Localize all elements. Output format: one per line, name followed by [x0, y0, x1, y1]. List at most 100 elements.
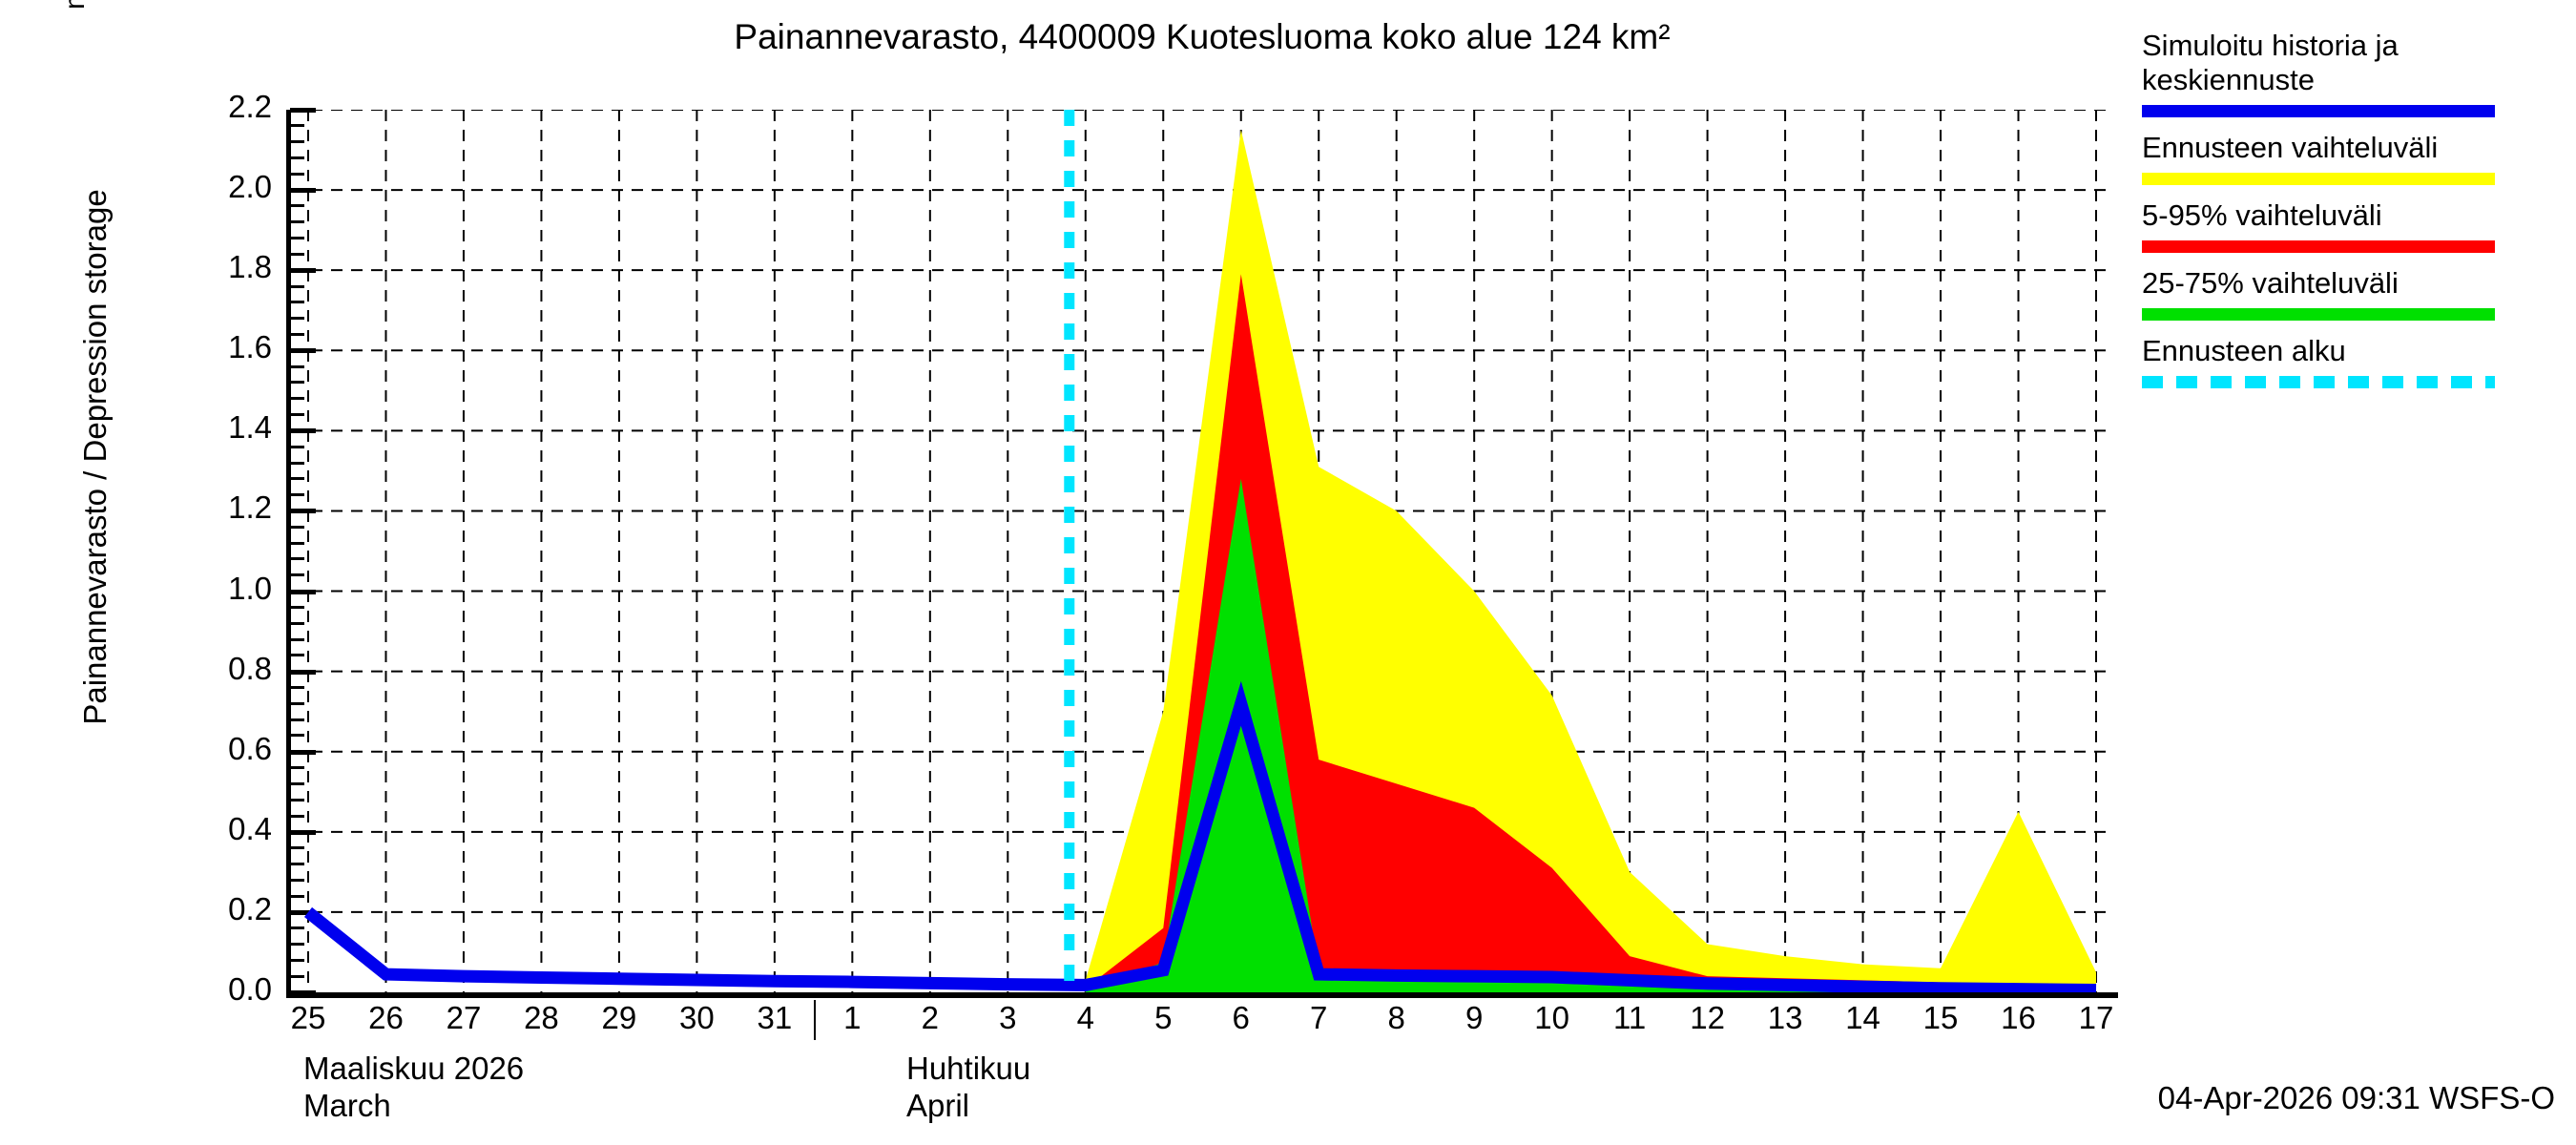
y-tick-mark-major	[290, 589, 316, 594]
y-tick-label: 1.8	[228, 249, 272, 285]
legend-item[interactable]: 25-75% vaihteluväli	[2142, 266, 2562, 321]
y-tick-mark-minor	[290, 156, 304, 159]
y-tick-mark-minor	[290, 974, 304, 978]
x-tick-label: 15	[1922, 1000, 1959, 1035]
y-tick-mark-minor	[290, 477, 304, 481]
x-tick-label: 4	[1076, 1000, 1094, 1035]
month-divider	[813, 1000, 816, 1040]
y-tick-mark-major	[290, 749, 316, 755]
month-label-en: April	[906, 1088, 970, 1123]
y-tick-mark-minor	[290, 958, 304, 962]
y-tick-label: 1.0	[228, 570, 272, 606]
y-tick-mark-minor	[290, 878, 304, 882]
y-tick-mark-minor	[290, 943, 304, 947]
y-tick-mark-minor	[290, 301, 304, 304]
legend-label: Simuloitu historia ja keskiennuste	[2142, 29, 2399, 96]
y-tick-mark-minor	[290, 637, 304, 641]
y-tick-mark-minor	[290, 621, 304, 625]
y-tick-mark-minor	[290, 541, 304, 545]
plot-area	[286, 110, 2118, 998]
x-tick-label: 3	[999, 1000, 1017, 1035]
legend-swatch-solid	[2142, 308, 2495, 321]
legend-item[interactable]: Simuloitu historia ja keskiennuste	[2142, 29, 2562, 117]
y-tick-mark-minor	[290, 364, 304, 368]
y-tick-mark-minor	[290, 381, 304, 385]
legend-label: Ennusteen vaihteluväli	[2142, 131, 2439, 164]
y-tick-mark-minor	[290, 140, 304, 144]
y-tick-label: 0.2	[228, 890, 272, 926]
legend-label: 25-75% vaihteluväli	[2142, 266, 2399, 300]
month-label-fi: Maaliskuu 2026	[303, 1051, 525, 1086]
y-tick-label: 0.8	[228, 650, 272, 686]
x-tick-label: 5	[1154, 1000, 1173, 1035]
x-tick-label: 29	[601, 1000, 637, 1035]
legend-item[interactable]: 5-95% vaihteluväli	[2142, 198, 2562, 253]
y-tick-label: 1.2	[228, 489, 272, 526]
y-tick-mark-minor	[290, 798, 304, 802]
x-tick-label: 14	[1845, 1000, 1880, 1035]
y-tick-mark-major	[290, 348, 316, 354]
y-tick-mark-major	[290, 509, 316, 514]
y-tick-mark-minor	[290, 654, 304, 657]
y-tick-mark-minor	[290, 766, 304, 770]
y-tick-label: 1.6	[228, 329, 272, 365]
y-tick-mark-minor	[290, 814, 304, 818]
y-tick-mark-minor	[290, 573, 304, 577]
y-tick-label: 0.4	[228, 810, 272, 846]
band-ff0000	[1085, 274, 2096, 992]
x-tick-label: 16	[2001, 1000, 2036, 1035]
y-axis-unit-label: mm	[59, 0, 92, 10]
x-tick-label: 27	[446, 1000, 482, 1035]
y-tick-mark-minor	[290, 237, 304, 240]
legend-item[interactable]: Ennusteen vaihteluväli	[2142, 131, 2562, 185]
y-tick-mark-minor	[290, 734, 304, 738]
y-tick-mark-major	[290, 909, 316, 915]
legend-item[interactable]: Ennusteen alku	[2142, 334, 2562, 388]
legend-swatch-solid	[2142, 105, 2495, 117]
y-tick-mark-minor	[290, 718, 304, 721]
y-tick-mark-major	[290, 669, 316, 675]
legend-label: Ennusteen alku	[2142, 334, 2346, 367]
legend-swatch-dashed	[2142, 376, 2495, 388]
chart-legend: Simuloitu historia ja keskiennuste Ennust…	[2142, 29, 2562, 402]
y-tick-mark-minor	[290, 413, 304, 417]
y-tick-label: 1.4	[228, 409, 272, 446]
y-tick-mark-minor	[290, 252, 304, 256]
x-tick-label: 8	[1387, 1000, 1405, 1035]
y-tick-mark-major	[290, 829, 316, 835]
y-tick-mark-major	[290, 268, 316, 274]
y-tick-mark-minor	[290, 605, 304, 609]
x-tick-label: 30	[679, 1000, 715, 1035]
band-00e000	[1085, 478, 2096, 992]
y-tick-mark-minor	[290, 781, 304, 785]
y-tick-mark-minor	[290, 124, 304, 128]
x-tick-label: 12	[1690, 1000, 1725, 1035]
x-tick-label: 1	[843, 1000, 862, 1035]
x-tick-label: 28	[524, 1000, 559, 1035]
x-tick-label: 13	[1767, 1000, 1803, 1035]
y-tick-mark-minor	[290, 557, 304, 561]
y-tick-mark-minor	[290, 397, 304, 401]
y-tick-mark-minor	[290, 926, 304, 930]
legend-swatch-solid	[2142, 173, 2495, 185]
x-tick-label: 11	[1612, 1000, 1647, 1035]
month-caption-april: Huhtikuu April	[906, 1050, 1030, 1124]
y-tick-mark-minor	[290, 701, 304, 705]
y-tick-label: 0.0	[228, 971, 272, 1007]
x-tick-label: 26	[368, 1000, 404, 1035]
x-tick-label: 2	[921, 1000, 939, 1035]
chart-canvas	[291, 110, 2113, 992]
y-tick-mark-minor	[290, 317, 304, 321]
y-tick-mark-minor	[290, 204, 304, 208]
legend-label: 5-95% vaihteluväli	[2142, 198, 2382, 232]
mean-forecast-line	[303, 680, 2097, 992]
y-tick-label: 0.6	[228, 730, 272, 766]
x-tick-label: 17	[2078, 1000, 2114, 1035]
y-tick-mark-major	[290, 428, 316, 434]
month-label-fi: Huhtikuu	[906, 1051, 1031, 1086]
y-tick-mark-minor	[290, 220, 304, 224]
y-tick-mark-minor	[290, 846, 304, 850]
x-tick-label: 31	[757, 1000, 793, 1035]
y-tick-mark-minor	[290, 685, 304, 689]
x-tick-label: 10	[1534, 1000, 1569, 1035]
